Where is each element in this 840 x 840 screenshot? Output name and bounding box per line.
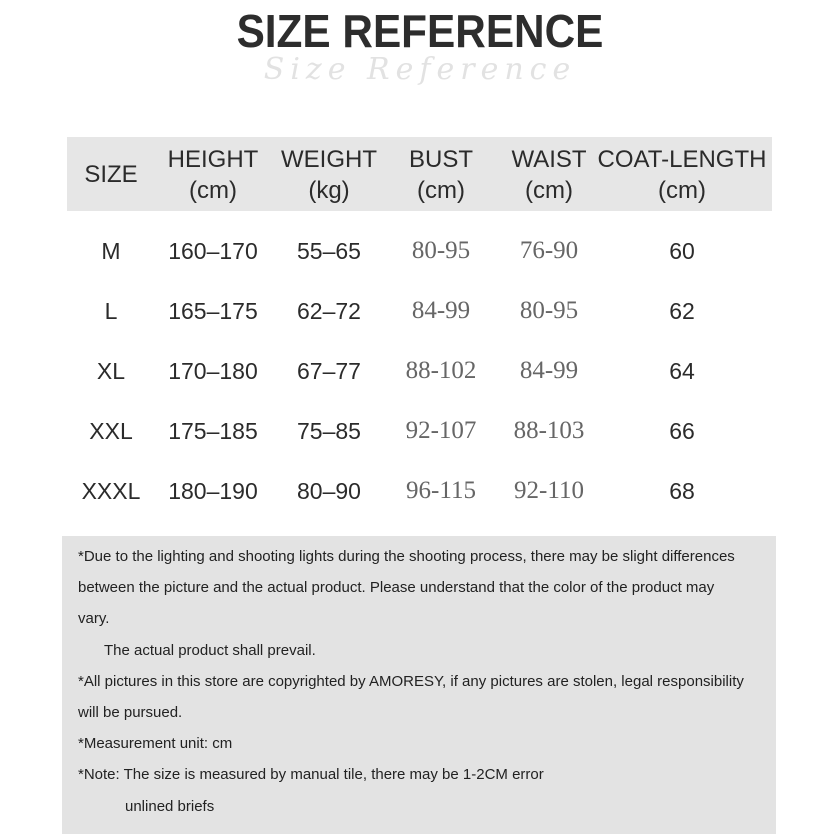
table-row: M 160–170 55–65 80-95 76-90 60 bbox=[0, 231, 840, 271]
table-cell: 160–170 bbox=[168, 238, 258, 264]
note-line: vary. bbox=[78, 610, 110, 628]
table-row: XL 170–180 67–77 88-102 84-99 64 bbox=[0, 351, 840, 391]
header-unit: (cm) bbox=[189, 177, 237, 204]
table-cell: 170–180 bbox=[168, 358, 258, 384]
note-line: The actual product shall prevail. bbox=[104, 641, 316, 659]
table-cell: 67–77 bbox=[297, 358, 361, 384]
table-cell: 66 bbox=[669, 418, 695, 444]
table-cell: 96-115 bbox=[406, 477, 476, 504]
table-cell: 92-107 bbox=[405, 417, 477, 444]
table-row: XXL 175–185 75–85 92-107 88-103 66 bbox=[0, 411, 840, 451]
table-cell: 92-110 bbox=[514, 477, 584, 504]
column-header: COAT-LENGTH (cm) bbox=[598, 144, 767, 206]
column-header: HEIGHT (cm) bbox=[168, 144, 259, 206]
table-cell: 62 bbox=[669, 298, 695, 324]
table-header: SIZE HEIGHT (cm) WEIGHT (kg) BUST (cm) WAIST (cm… bbox=[67, 137, 772, 211]
table-cell: XXL bbox=[89, 418, 133, 444]
column-header: SIZE bbox=[84, 159, 137, 190]
table-cell: 76-90 bbox=[519, 237, 579, 264]
table-cell: M bbox=[101, 238, 121, 264]
table-row: XXXL 180–190 80–90 96-115 92-110 68 bbox=[0, 471, 840, 511]
table-cell: 175–185 bbox=[168, 418, 258, 444]
note-line: *Due to the lighting and shooting lights… bbox=[78, 548, 735, 565]
table-cell: L bbox=[104, 298, 118, 324]
column-header: WAIST (cm) bbox=[511, 144, 586, 206]
table-cell: 60 bbox=[669, 238, 695, 264]
table-row: L 165–175 62–72 84-99 80-95 62 bbox=[0, 291, 840, 331]
table-cell: 80–90 bbox=[297, 478, 361, 504]
note-line: *Note: The size is measured by manual ti… bbox=[78, 766, 544, 784]
note-line: *All pictures in this store are copyrigh… bbox=[78, 672, 744, 690]
note-line: between the picture and the actual produ… bbox=[78, 579, 715, 597]
table-cell: 80-95 bbox=[519, 297, 579, 324]
table-cell: 84-99 bbox=[519, 357, 579, 384]
table-cell: XL bbox=[96, 358, 126, 384]
header-label: HEIGHT bbox=[167, 146, 259, 173]
table-cell: XXXL bbox=[81, 478, 141, 504]
header-label: COAT-LENGTH bbox=[597, 146, 767, 173]
header-label: SIZE bbox=[84, 161, 138, 188]
table-cell: 180–190 bbox=[168, 478, 258, 504]
header-label: WAIST bbox=[511, 146, 587, 173]
table-cell: 80-95 bbox=[411, 237, 471, 264]
table-cell: 88-103 bbox=[513, 417, 585, 444]
table-cell: 62–72 bbox=[297, 298, 361, 324]
header-unit: (cm) bbox=[417, 177, 465, 204]
header-unit: (kg) bbox=[308, 177, 350, 204]
note-line: will be pursued. bbox=[78, 704, 183, 721]
table-cell: 84-99 bbox=[411, 297, 471, 324]
table-cell: 75–85 bbox=[297, 418, 361, 444]
header-unit: (cm) bbox=[525, 177, 573, 204]
header-label: BUST bbox=[408, 146, 474, 173]
header-unit: (cm) bbox=[658, 177, 706, 204]
page-title: SIZE REFERENCE bbox=[236, 5, 604, 57]
script-subtitle: Size Reference bbox=[263, 52, 577, 87]
table-cell: 165–175 bbox=[168, 298, 258, 324]
note-line: unlined briefs bbox=[125, 797, 215, 815]
table-cell: 55–65 bbox=[297, 238, 361, 264]
column-header: BUST (cm) bbox=[409, 144, 473, 206]
table-cell: 88-102 bbox=[405, 357, 477, 384]
column-header: WEIGHT (kg) bbox=[281, 144, 377, 206]
header-label: WEIGHT bbox=[281, 146, 377, 173]
note-line: *Measurement unit: cm bbox=[78, 735, 233, 753]
table-cell: 68 bbox=[669, 478, 695, 504]
notes-box: *Due to the lighting and shooting lights… bbox=[62, 536, 776, 834]
table-cell: 64 bbox=[669, 358, 695, 384]
